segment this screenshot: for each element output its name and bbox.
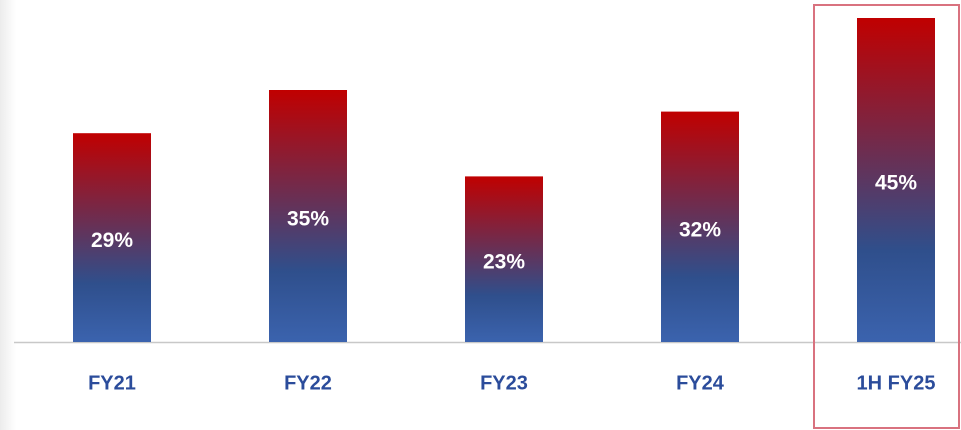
bar bbox=[269, 90, 347, 342]
left-strip bbox=[0, 0, 16, 430]
highlight-box bbox=[813, 4, 960, 429]
bar bbox=[73, 133, 151, 342]
bar bbox=[465, 176, 543, 342]
x-tick-label: FY24 bbox=[676, 372, 725, 394]
value-label: 29% bbox=[91, 229, 133, 252]
x-tick-label: FY22 bbox=[284, 372, 332, 394]
value-label: 45% bbox=[875, 172, 917, 195]
bar bbox=[661, 111, 739, 342]
x-tick-label: FY21 bbox=[88, 372, 136, 394]
bar bbox=[857, 18, 935, 342]
x-tick-label: FY23 bbox=[480, 372, 528, 394]
x-tick-label: 1H FY25 bbox=[857, 372, 936, 394]
value-label: 23% bbox=[483, 251, 525, 274]
value-label: 32% bbox=[679, 218, 721, 241]
value-label: 35% bbox=[287, 208, 329, 231]
